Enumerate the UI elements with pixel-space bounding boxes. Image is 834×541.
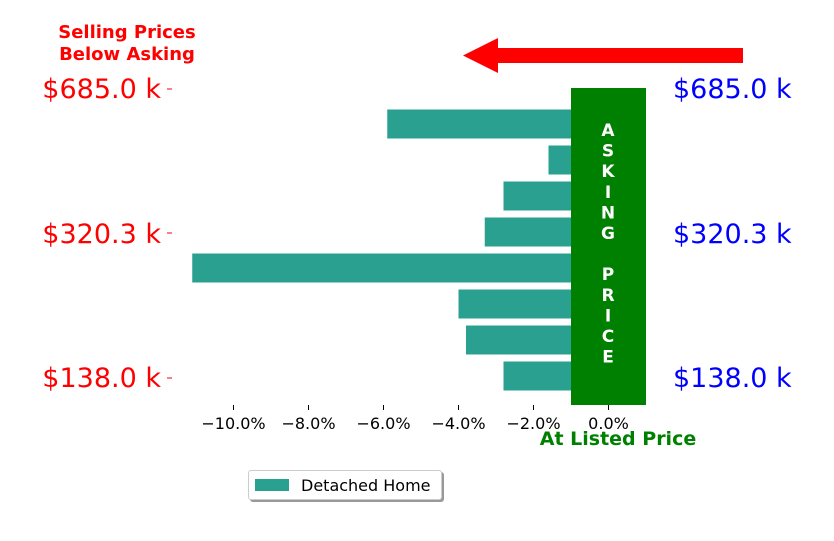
x-tick-label-1: −8.0% [281, 414, 335, 433]
x-tick-label-5: 0.0% [588, 414, 629, 433]
x-tick-label-3: −4.0% [431, 414, 485, 433]
arrow-shaft [495, 48, 743, 63]
legend-swatch [255, 479, 289, 491]
asking-letter-11: E [602, 348, 614, 368]
asking-letter-3: I [605, 183, 611, 203]
arrow-head [463, 38, 498, 73]
annotation-top-left-line1: Selling Prices [58, 22, 195, 43]
bar-0 [387, 109, 572, 139]
x-tick-label-0: −10.0% [201, 414, 265, 433]
bar-1 [548, 145, 572, 175]
legend-label: Detached Home [301, 475, 431, 495]
annotation-top-left-line2: Below Asking [59, 44, 195, 65]
asking-price-band [571, 88, 646, 405]
asking-letter-7: P [602, 265, 614, 285]
bar-6 [466, 325, 572, 355]
asking-letter-4: N [601, 203, 615, 223]
asking-letter-9: I [605, 306, 611, 326]
x-axis-ticks: −10.0% −8.0% −6.0% −4.0% −2.0% 0.0% [201, 405, 629, 433]
bar-3 [484, 217, 572, 247]
right-price-label-2: $138.0 k [673, 363, 792, 394]
right-price-labels: $685.0 k $320.3 k $138.0 k [673, 74, 792, 394]
asking-letter-0: A [601, 121, 615, 141]
bar-7 [503, 361, 572, 391]
right-price-label-0: $685.0 k [673, 74, 792, 105]
legend: Detached Home [248, 470, 442, 500]
asking-letter-8: R [601, 286, 614, 306]
bar-4 [192, 253, 572, 283]
left-price-label-2: $138.0 k [42, 363, 161, 394]
bar-5 [458, 289, 572, 319]
bar-2 [503, 181, 572, 211]
asking-letter-5: G [601, 224, 615, 244]
left-price-labels: $685.0 k $320.3 k $138.0 k [42, 74, 172, 394]
left-price-label-1: $320.3 k [42, 219, 161, 250]
asking-letter-2: K [601, 162, 615, 182]
left-price-label-0: $685.0 k [42, 74, 161, 105]
asking-letter-10: C [602, 327, 614, 347]
right-price-label-1: $320.3 k [673, 219, 792, 250]
x-tick-label-4: −2.0% [506, 414, 560, 433]
asking-letter-1: S [602, 142, 614, 162]
annotation-at-listed-price: At Listed Price [540, 428, 696, 450]
x-tick-label-2: −6.0% [356, 414, 410, 433]
direction-arrow [463, 38, 743, 73]
bars-group [192, 109, 572, 391]
